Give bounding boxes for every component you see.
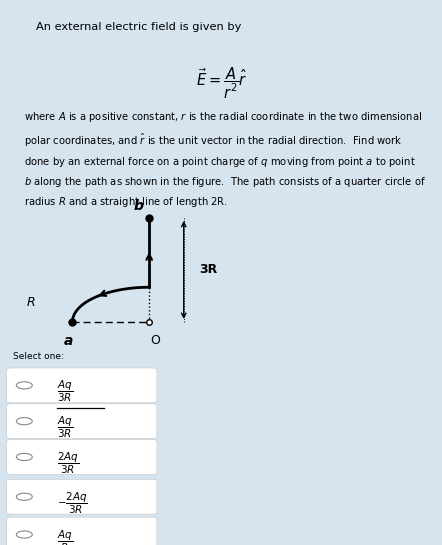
FancyBboxPatch shape bbox=[7, 517, 157, 545]
Text: a: a bbox=[64, 334, 73, 348]
Text: R: R bbox=[27, 296, 35, 310]
Text: O: O bbox=[150, 334, 160, 347]
Text: where $A$ is a positive constant, $r$ is the radial coordinate in the two dimens: where $A$ is a positive constant, $r$ is… bbox=[24, 110, 426, 209]
Text: $\dfrac{2Aq}{3R}$: $\dfrac{2Aq}{3R}$ bbox=[57, 451, 80, 476]
Text: Select one:: Select one: bbox=[13, 352, 64, 361]
Text: 3R: 3R bbox=[199, 263, 217, 276]
FancyBboxPatch shape bbox=[7, 480, 157, 514]
FancyBboxPatch shape bbox=[7, 404, 157, 439]
Text: b: b bbox=[134, 199, 144, 213]
Text: $\dfrac{Aq}{3R}$: $\dfrac{Aq}{3R}$ bbox=[57, 415, 74, 440]
Text: $\dfrac{Aq}{R}$: $\dfrac{Aq}{R}$ bbox=[57, 529, 74, 545]
Text: $\dfrac{Aq}{3R}$: $\dfrac{Aq}{3R}$ bbox=[57, 379, 74, 404]
Text: $-\dfrac{2Aq}{3R}$: $-\dfrac{2Aq}{3R}$ bbox=[57, 490, 88, 516]
Text: $\vec{E} = \dfrac{A}{r^2}\hat{r}$: $\vec{E} = \dfrac{A}{r^2}\hat{r}$ bbox=[196, 65, 248, 101]
FancyBboxPatch shape bbox=[7, 368, 157, 403]
FancyBboxPatch shape bbox=[7, 440, 157, 474]
Text: An external electric field is given by: An external electric field is given by bbox=[36, 22, 242, 32]
